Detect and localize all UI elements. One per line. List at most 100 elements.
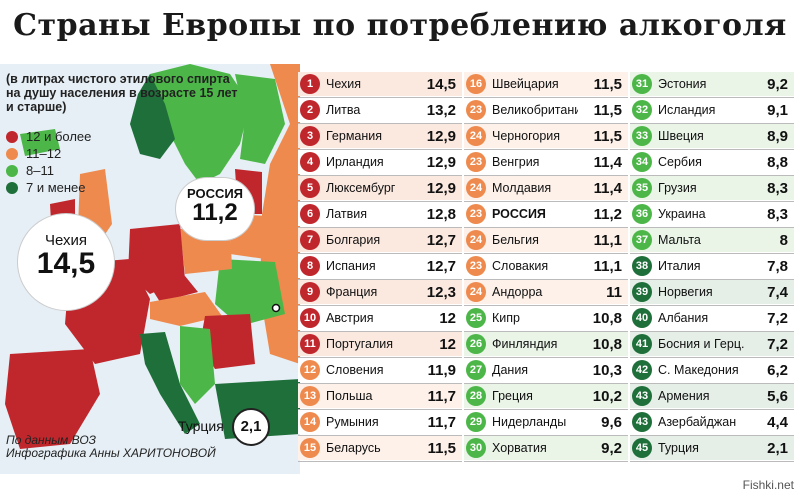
- table-row: 5 Люксембург 12,9: [298, 176, 462, 200]
- legend-label: 12 и более: [26, 129, 92, 144]
- consumption-value: 7,2: [767, 335, 788, 353]
- country-name: Беларусь: [326, 441, 381, 455]
- consumption-value: 12,8: [426, 205, 456, 223]
- row-divider: [298, 123, 462, 124]
- table-row: 10 Австрия 12: [298, 306, 462, 330]
- country-name: Словакия: [492, 259, 549, 273]
- country-name: Бельгия: [492, 233, 539, 247]
- country-name: Франция: [326, 285, 378, 299]
- rank-badge: 12: [300, 360, 320, 380]
- table-row: 35 Грузия 8,3: [630, 176, 794, 200]
- table-row: 2 Литва 13,2: [298, 98, 462, 122]
- consumption-value: 11,9: [427, 361, 456, 379]
- table-row: 27 Дания 10,3: [464, 358, 628, 382]
- rank-badge: 3: [300, 126, 320, 146]
- table-row: 24 Молдавия 11,4: [464, 176, 628, 200]
- legend-swatch: [6, 130, 18, 143]
- row-divider: [298, 357, 462, 358]
- consumption-value: 11,5: [593, 127, 622, 145]
- consumption-value: 5,6: [767, 387, 788, 405]
- consumption-value: 11,1: [593, 257, 622, 275]
- row-divider: [298, 383, 462, 384]
- consumption-value: 11,2: [593, 205, 622, 223]
- country-name: Черногория: [492, 129, 561, 143]
- country-name: Турция: [658, 441, 699, 455]
- rank-badge: 37: [632, 230, 652, 250]
- table-row: 3 Германия 12,9: [298, 124, 462, 148]
- rank-badge: 2: [300, 100, 320, 120]
- rank-badge: 23: [466, 100, 486, 120]
- table-row: 23 РОССИЯ 11,2: [464, 202, 628, 226]
- row-divider: [464, 461, 628, 462]
- row-divider: [298, 253, 462, 254]
- rank-badge: 23: [466, 256, 486, 276]
- legend-swatch: [6, 147, 18, 160]
- table-row: 40 Албания 7,2: [630, 306, 794, 330]
- consumption-value: 14,5: [426, 75, 456, 93]
- table-row: 8 Испания 12,7: [298, 254, 462, 278]
- table-row: 24 Андорра 11: [464, 280, 628, 304]
- rank-badge: 26: [466, 334, 486, 354]
- consumption-value: 11,5: [593, 101, 622, 119]
- rank-badge: 40: [632, 308, 652, 328]
- country-name: Нидерланды: [492, 415, 567, 429]
- table-row: 36 Украина 8,3: [630, 202, 794, 226]
- country-name: Португалия: [326, 337, 394, 351]
- consumption-value: 12: [439, 335, 456, 353]
- rank-badge: 6: [300, 204, 320, 224]
- row-divider: [298, 149, 462, 150]
- chart-subtitle: (в литрах чистого этилового спирта на ду…: [6, 72, 238, 114]
- row-divider: [464, 383, 628, 384]
- rank-badge: 32: [632, 100, 652, 120]
- table-row: 26 Финляндия 10,8: [464, 332, 628, 356]
- rank-badge: 16: [466, 74, 486, 94]
- rank-badge: 43: [632, 386, 652, 406]
- table-row: 32 Исландия 9,1: [630, 98, 794, 122]
- table-row: 41 Босния и Герц. 7,2: [630, 332, 794, 356]
- consumption-value: 7,8: [767, 257, 788, 275]
- country-name: Австрия: [326, 311, 374, 325]
- rank-badge: 24: [466, 126, 486, 146]
- rank-badge: 8: [300, 256, 320, 276]
- legend-swatch: [6, 181, 18, 194]
- source-note: По данным ВОЗ Инфографика Анны ХАРИТОНОВ…: [6, 434, 216, 460]
- legend: 12 и более 11–12 8–11 7 и менее: [6, 128, 91, 196]
- country-name: Люксембург: [326, 181, 396, 195]
- rank-badge: 4: [300, 152, 320, 172]
- consumption-value: 11,4: [593, 153, 622, 171]
- table-row: 24 Бельгия 11,1: [464, 228, 628, 252]
- row-divider: [298, 175, 462, 176]
- country-name: Азербайджан: [658, 415, 737, 429]
- country-name: Словения: [326, 363, 384, 377]
- consumption-value: 13,2: [426, 101, 456, 119]
- table-row: 12 Словения 11,9: [298, 358, 462, 382]
- consumption-value: 9,2: [767, 75, 788, 93]
- row-divider: [630, 123, 794, 124]
- credit-line: Инфографика Анны ХАРИТОНОВОЙ: [6, 446, 216, 460]
- row-divider: [630, 149, 794, 150]
- rank-badge: 24: [466, 178, 486, 198]
- table-row: 33 Швеция 8,9: [630, 124, 794, 148]
- country-name: Грузия: [658, 181, 697, 195]
- table-row: 23 Словакия 11,1: [464, 254, 628, 278]
- row-divider: [630, 409, 794, 410]
- rank-badge: 41: [632, 334, 652, 354]
- rank-badge: 39: [632, 282, 652, 302]
- row-divider: [630, 305, 794, 306]
- country-name: Румыния: [326, 415, 379, 429]
- watermark: Fishki.net: [742, 478, 794, 492]
- country-name: Испания: [326, 259, 376, 273]
- rank-badge: 24: [466, 230, 486, 250]
- table-row: 37 Мальта 8: [630, 228, 794, 252]
- consumption-value: 11,1: [593, 231, 622, 249]
- table-row: 31 Эстония 9,2: [630, 72, 794, 96]
- legend-label: 11–12: [26, 146, 62, 161]
- callout-value: 11,2: [192, 199, 238, 226]
- row-divider: [464, 409, 628, 410]
- consumption-value: 10,2: [592, 387, 622, 405]
- table-row: 25 Кипр 10,8: [464, 306, 628, 330]
- callout-russia: РОССИЯ 11,2: [176, 178, 254, 240]
- consumption-value: 7,4: [767, 283, 788, 301]
- rank-badge: 11: [300, 334, 320, 354]
- table-row: 34 Сербия 8,8: [630, 150, 794, 174]
